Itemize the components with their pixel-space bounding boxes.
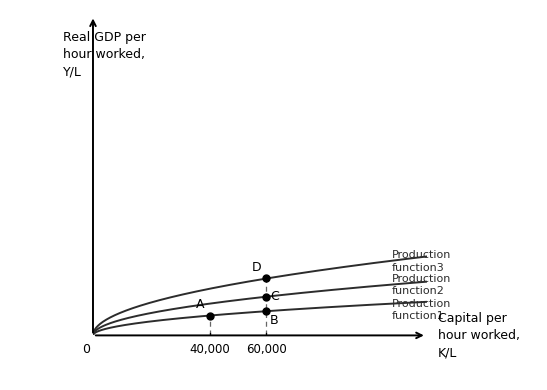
Text: Real GDP per
hour worked,
Y/L: Real GDP per hour worked, Y/L [63, 31, 146, 78]
Text: Production
function1: Production function1 [392, 299, 451, 321]
Text: A: A [196, 298, 205, 311]
Text: C: C [270, 290, 278, 303]
Text: 60,000: 60,000 [246, 343, 287, 356]
Text: B: B [270, 314, 278, 327]
Text: D: D [252, 261, 261, 274]
Text: Production
function2: Production function2 [392, 274, 451, 296]
Text: Production
function3: Production function3 [392, 250, 451, 273]
Text: Capital per
hour worked,
K/L: Capital per hour worked, K/L [438, 312, 520, 359]
Text: 0: 0 [82, 343, 90, 356]
Text: 40,000: 40,000 [189, 343, 230, 356]
